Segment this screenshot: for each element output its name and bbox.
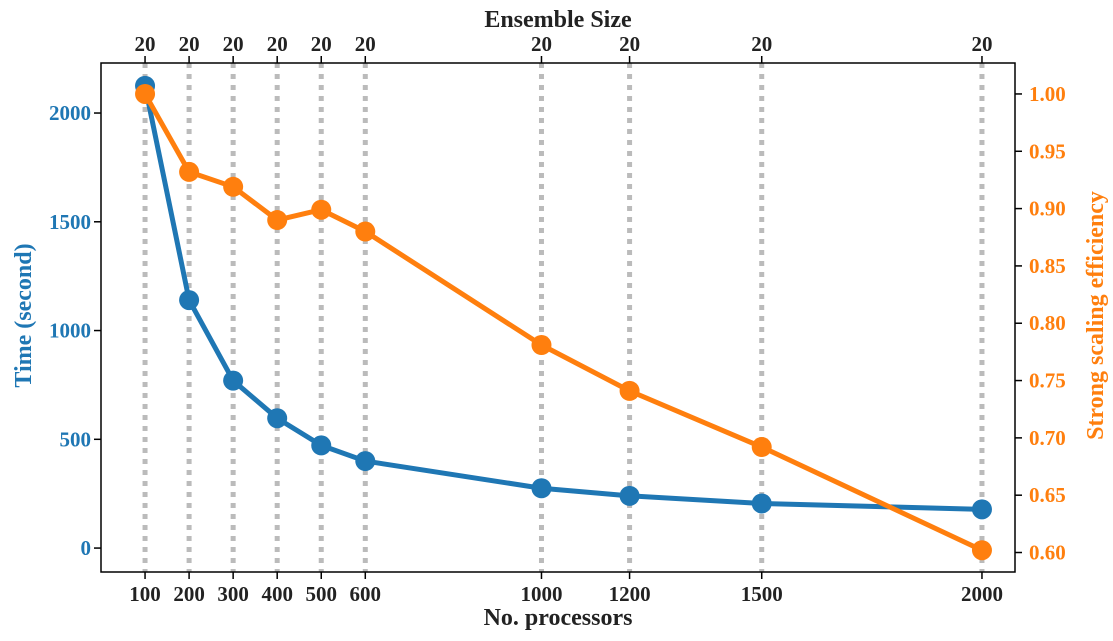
top-tick-label: 20 [179,32,200,56]
right-y-tick-label: 0.95 [1029,139,1066,163]
x-tick-label: 600 [350,582,382,606]
right-y-axis-title: Strong scaling efficiency [1083,191,1109,440]
right-series-point [531,335,552,356]
right-series-point [751,437,772,458]
left-series-point [267,408,288,429]
left-y-tick-label: 2000 [49,101,91,125]
top-tick-label: 20 [355,32,376,56]
left-series-point [311,435,332,456]
grid-layer [142,63,985,572]
top-tick-label: 20 [311,32,332,56]
x-tick-label: 1500 [741,582,783,606]
top-tick-label: 20 [531,32,552,56]
right-series-line [142,92,984,553]
x-tick-label: 400 [261,582,293,606]
top-tick-label: 20 [223,32,244,56]
top-tick-label: 20 [135,32,156,56]
top-tick-label: 20 [267,32,288,56]
left-series-point [531,478,552,499]
right-series-point [135,83,156,104]
left-series-point [223,370,244,391]
right-y-tick-label: 0.60 [1029,541,1066,565]
right-series-point [355,221,376,242]
plot-frame [100,62,1016,573]
x-tick-label: 1200 [609,582,651,606]
right-series-point [179,161,200,182]
left-y-tick-label: 500 [60,427,92,451]
x-tick-label: 100 [129,582,161,606]
top-axis-title: Ensemble Size [484,7,632,33]
x-tick-label: 2000 [961,582,1003,606]
x-tick-label: 500 [305,582,337,606]
right-y-tick-label: 0.75 [1029,369,1066,393]
left-series-line [142,85,983,512]
tick-layer: 1002020020300204002050020600201000201200… [49,32,1066,606]
left-y-tick-label: 0 [81,536,92,560]
right-y-tick-label: 0.70 [1029,426,1066,450]
right-y-tick-label: 0.80 [1029,311,1066,335]
left-series-point [179,290,200,311]
right-series-point [267,210,288,231]
left-y-tick-label: 1500 [49,210,91,234]
left-series-point [619,485,640,506]
series-lines [142,85,984,553]
right-y-tick-label: 0.85 [1029,254,1066,278]
right-y-tick-label: 1.00 [1029,82,1066,106]
right-series-point [223,176,244,197]
right-series-point [311,199,332,220]
left-series-point [751,493,772,514]
left-y-tick-label: 1000 [49,319,91,343]
right-series-point [619,380,640,401]
x-tick-label: 300 [217,582,249,606]
x-axis-title: No. processors [484,605,633,631]
top-tick-label: 20 [619,32,640,56]
top-tick-label: 20 [751,32,772,56]
right-y-tick-label: 0.65 [1029,483,1066,507]
left-series-point [355,451,376,472]
right-series-point [971,540,992,561]
right-y-tick-label: 0.90 [1029,197,1066,221]
x-tick-label: 1000 [520,582,562,606]
left-y-axis-title: Time (second) [11,243,37,387]
left-series-point [971,499,992,520]
series-points [135,75,992,561]
x-tick-label: 200 [173,582,205,606]
top-tick-label: 20 [971,32,992,56]
